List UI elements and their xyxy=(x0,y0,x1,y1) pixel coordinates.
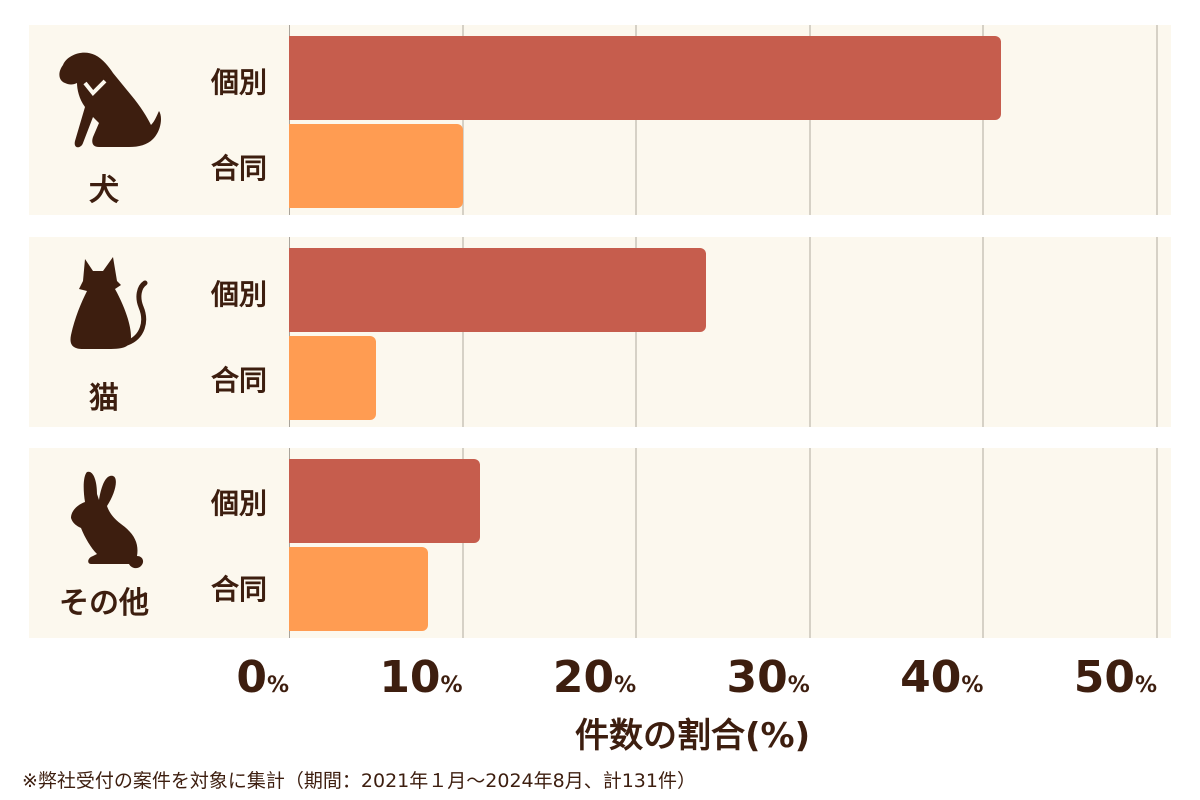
group-panel-other: その他 個別 合同 xyxy=(29,448,1171,638)
x-tick-label: 40% xyxy=(900,652,984,703)
bar-その他-合同 xyxy=(289,547,428,631)
gridline xyxy=(982,25,985,215)
series-label-joint: 合同 xyxy=(210,152,267,185)
cat-icon xyxy=(70,257,148,349)
bar-その他-個別 xyxy=(289,459,480,543)
gridline xyxy=(982,237,985,427)
gridline xyxy=(461,25,464,215)
bar-犬-合同 xyxy=(289,124,463,208)
gridline xyxy=(635,237,638,427)
rabbit-icon xyxy=(71,471,144,569)
gridline xyxy=(1156,237,1158,427)
gridline xyxy=(289,448,290,638)
gridline xyxy=(808,237,811,427)
gridline xyxy=(461,448,464,638)
bar-猫-個別 xyxy=(289,248,706,332)
series-label-individual: 個別 xyxy=(210,66,267,99)
x-tick-label: 0% xyxy=(236,652,289,703)
gridline xyxy=(982,448,985,638)
group-label-other: その他 xyxy=(59,586,149,621)
x-tick-label: 20% xyxy=(552,652,637,703)
series-label-joint: 合同 xyxy=(210,573,267,606)
x-tick-label: 10% xyxy=(379,652,463,703)
footnote: ※弊社受付の案件を対象に集計（期間：2021年１月～2024年8月、計131件） xyxy=(22,770,696,792)
gridline xyxy=(808,448,811,638)
series-label-joint: 合同 xyxy=(210,364,267,397)
x-axis-label: 件数の割合(%) xyxy=(575,716,811,756)
gridline xyxy=(1156,25,1158,215)
dog-icon xyxy=(59,52,161,148)
group-label-dog: 犬 xyxy=(89,173,119,208)
gridline xyxy=(1156,448,1158,638)
gridline xyxy=(635,448,638,638)
bar-犬-個別 xyxy=(289,36,1001,120)
gridline xyxy=(635,25,638,215)
series-label-individual: 個別 xyxy=(210,487,267,520)
gridline xyxy=(289,25,290,215)
group-label-cat: 猫 xyxy=(89,381,119,416)
bar-猫-合同 xyxy=(289,336,376,420)
series-label-individual: 個別 xyxy=(210,278,267,311)
x-tick-label: 30% xyxy=(726,652,810,703)
x-tick-label: 50% xyxy=(1073,652,1157,703)
gridline xyxy=(808,25,811,215)
gridline xyxy=(461,237,464,427)
gridline xyxy=(289,237,290,427)
